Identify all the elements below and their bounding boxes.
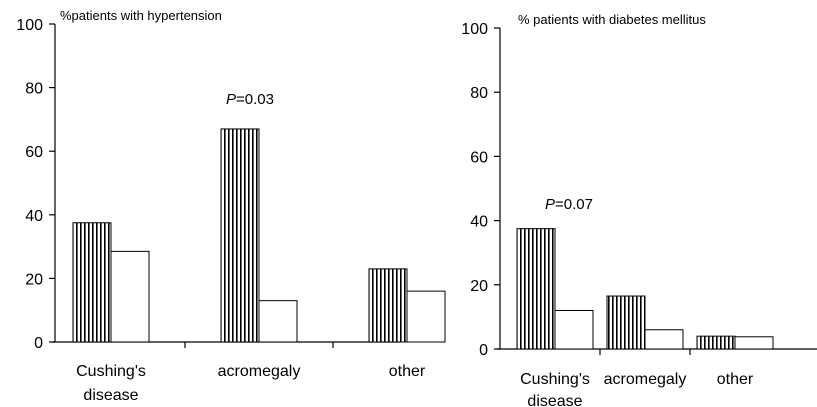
- striped-bar: [516, 228, 556, 350]
- open-bar: [258, 300, 298, 343]
- y-tick-label: 100: [16, 17, 43, 34]
- category-label: Cushing's: [76, 363, 146, 380]
- p-value-annotation: P=0.07: [545, 196, 593, 213]
- open-bar: [644, 329, 684, 350]
- striped-bar: [220, 128, 260, 343]
- category-label: disease: [527, 393, 582, 407]
- category-label: disease: [83, 387, 138, 404]
- y-tick-label: 80: [470, 85, 488, 102]
- y-tick-label: 20: [25, 271, 43, 288]
- y-tick-label: 100: [461, 21, 488, 38]
- category-label: acromegaly: [604, 371, 687, 388]
- y-tick-label: 40: [470, 214, 488, 231]
- category-label: other: [717, 371, 754, 388]
- y-tick-label: 60: [470, 149, 488, 166]
- open-bar: [406, 290, 446, 343]
- y-tick-label: 0: [479, 342, 488, 359]
- striped-bar: [72, 222, 112, 343]
- hypertension-chart: %patients with hypertension 0 20 40 60 80 100 C…: [16, 8, 446, 404]
- chart-title: %patients with hypertension: [60, 8, 222, 23]
- y-tick-label: 0: [34, 335, 43, 352]
- category-label: other: [389, 363, 426, 380]
- category-label: Cushing's: [520, 371, 590, 388]
- striped-bar: [606, 295, 646, 350]
- category-label: acromegaly: [218, 363, 301, 380]
- y-tick-label: 20: [470, 278, 488, 295]
- open-bar: [734, 336, 774, 350]
- diabetes-chart: % patients with diabetes mellitus 0 20 40 60…: [461, 12, 817, 407]
- p-value-annotation: P=0.03: [226, 91, 274, 108]
- striped-bar: [368, 268, 408, 343]
- open-bar: [554, 309, 594, 350]
- open-bar: [110, 250, 150, 343]
- y-tick-label: 60: [25, 144, 43, 161]
- y-tick-label: 40: [25, 208, 43, 225]
- chart-title: % patients with diabetes mellitus: [518, 12, 706, 27]
- y-tick-label: 80: [25, 81, 43, 98]
- striped-bar: [696, 335, 736, 350]
